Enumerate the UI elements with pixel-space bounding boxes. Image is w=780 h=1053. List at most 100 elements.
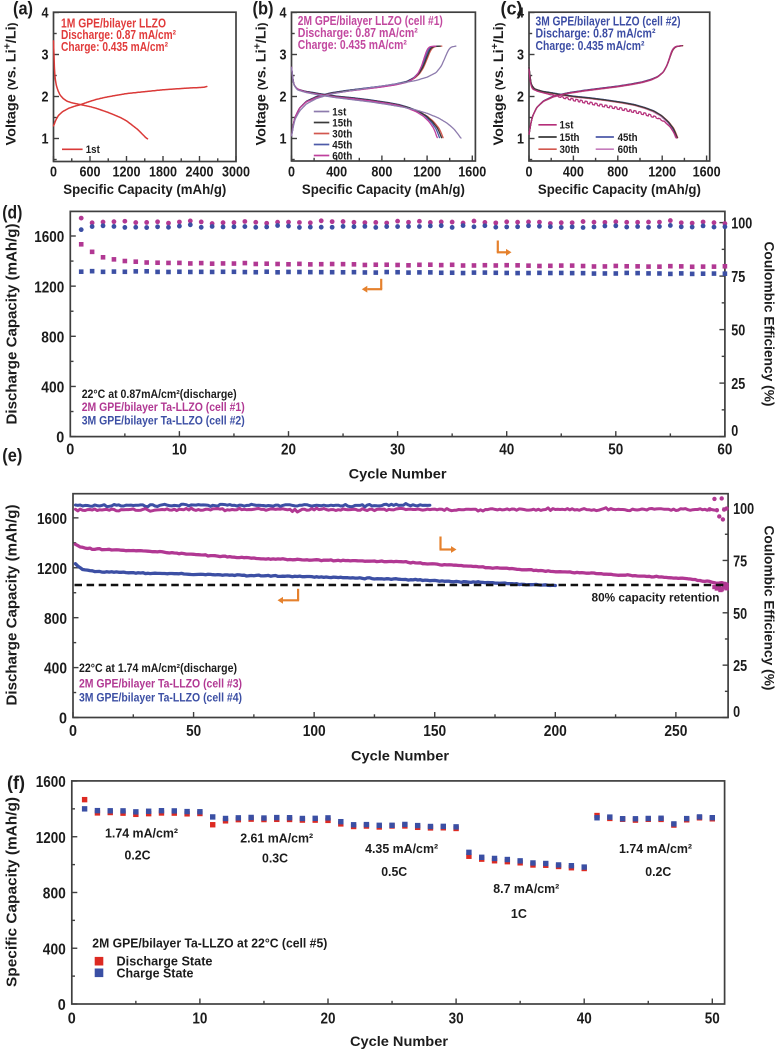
- svg-text:4: 4: [517, 6, 524, 22]
- svg-text:3: 3: [42, 48, 49, 64]
- svg-text:Discharge Capacity (mAh/g): Discharge Capacity (mAh/g): [5, 504, 21, 705]
- svg-text:22°C at 0.87mA/cm²(discharge): 22°C at 0.87mA/cm²(discharge): [82, 389, 237, 401]
- svg-text:30th: 30th: [332, 128, 352, 140]
- svg-text:200: 200: [544, 723, 567, 740]
- svg-text:Discharge: 0.87 mA/cm²: Discharge: 0.87 mA/cm²: [298, 26, 418, 40]
- svg-text:0: 0: [731, 423, 738, 440]
- svg-text:0: 0: [69, 723, 77, 740]
- svg-text:10: 10: [192, 1011, 207, 1028]
- svg-text:Voltage (vs. Li+/Li): Voltage (vs. Li+/Li): [490, 22, 506, 145]
- svg-text:1C: 1C: [511, 907, 527, 921]
- svg-text:2: 2: [280, 90, 287, 106]
- svg-text:75: 75: [733, 554, 747, 571]
- svg-text:10: 10: [172, 442, 187, 459]
- svg-text:Voltage (vs. Li+/Li): Voltage (vs. Li+/Li): [253, 22, 269, 145]
- svg-text:400: 400: [43, 941, 66, 958]
- svg-text:1600: 1600: [37, 511, 67, 528]
- svg-text:0.2C: 0.2C: [125, 849, 151, 863]
- svg-text:Cycle Number: Cycle Number: [351, 748, 450, 764]
- svg-text:Cycle Number: Cycle Number: [350, 1033, 449, 1049]
- svg-text:0: 0: [68, 1011, 76, 1028]
- svg-text:400: 400: [44, 661, 67, 678]
- svg-text:1: 1: [42, 132, 49, 148]
- svg-text:2: 2: [517, 90, 524, 106]
- svg-text:0: 0: [526, 165, 533, 181]
- svg-text:800: 800: [43, 886, 66, 903]
- svg-text:100: 100: [731, 216, 752, 233]
- svg-text:50: 50: [186, 723, 201, 740]
- svg-text:Charge State: Charge State: [117, 966, 194, 980]
- svg-text:0: 0: [733, 704, 740, 721]
- svg-text:100: 100: [733, 501, 754, 518]
- svg-text:1200: 1200: [648, 165, 676, 181]
- svg-text:Voltage (vs. Li+/Li): Voltage (vs. Li+/Li): [3, 22, 19, 145]
- svg-text:100: 100: [303, 723, 326, 740]
- svg-text:Discharge: 0.87 mA/cm²: Discharge: 0.87 mA/cm²: [536, 27, 656, 41]
- svg-text:50: 50: [731, 323, 745, 340]
- svg-text:1st: 1st: [560, 120, 574, 132]
- svg-text:4: 4: [42, 6, 49, 22]
- svg-text:75: 75: [731, 269, 745, 286]
- svg-text:0: 0: [56, 430, 64, 447]
- svg-text:1200: 1200: [113, 165, 141, 181]
- svg-text:50: 50: [705, 1011, 720, 1028]
- svg-text:(c): (c): [501, 0, 523, 19]
- svg-text:800: 800: [607, 165, 628, 181]
- svg-text:Specific Capacity (mAh/g): Specific Capacity (mAh/g): [63, 181, 226, 197]
- svg-text:45th: 45th: [618, 132, 638, 144]
- svg-text:1st: 1st: [86, 144, 100, 156]
- svg-text:1.74 mA/cm²: 1.74 mA/cm²: [619, 842, 692, 856]
- svg-text:0: 0: [50, 165, 57, 181]
- svg-text:25: 25: [731, 376, 745, 393]
- svg-text:3M GPE/bilayer Ta-LLZO (cell #: 3M GPE/bilayer Ta-LLZO (cell #4): [79, 693, 242, 705]
- svg-text:(d): (d): [2, 203, 22, 223]
- svg-text:2M GPE/bilayer Ta-LLZO (cell #: 2M GPE/bilayer Ta-LLZO (cell #1): [82, 402, 245, 414]
- svg-text:0: 0: [288, 165, 295, 181]
- svg-text:800: 800: [41, 329, 64, 346]
- svg-text:1: 1: [517, 132, 524, 148]
- svg-text:0: 0: [59, 711, 67, 728]
- svg-text:20: 20: [321, 1011, 336, 1028]
- svg-text:400: 400: [563, 165, 584, 181]
- svg-text:25: 25: [733, 658, 747, 675]
- svg-text:2M GPE/bilayer Ta-LLZO at 22°C: 2M GPE/bilayer Ta-LLZO at 22°C (cell #5): [92, 936, 327, 950]
- svg-text:3000: 3000: [222, 165, 250, 181]
- svg-text:40: 40: [577, 1011, 592, 1028]
- svg-text:60: 60: [717, 442, 732, 459]
- svg-text:(f): (f): [7, 773, 25, 793]
- svg-text:1.74 mA/cm²: 1.74 mA/cm²: [105, 826, 178, 840]
- svg-text:400: 400: [41, 380, 64, 397]
- svg-text:Charge: 0.435 mA/cm²: Charge: 0.435 mA/cm²: [536, 39, 645, 53]
- svg-text:Discharge: 0.87 mA/cm²: Discharge: 0.87 mA/cm²: [61, 28, 176, 42]
- svg-text:0: 0: [66, 442, 74, 459]
- svg-text:Cycle Number: Cycle Number: [349, 466, 448, 482]
- svg-text:30th: 30th: [560, 144, 580, 156]
- svg-text:1600: 1600: [693, 165, 721, 181]
- svg-text:45th: 45th: [332, 139, 352, 151]
- svg-text:2.61 mA/cm²: 2.61 mA/cm²: [240, 832, 313, 846]
- svg-text:1600: 1600: [458, 165, 486, 181]
- svg-text:600: 600: [80, 165, 101, 181]
- svg-text:250: 250: [664, 723, 687, 740]
- svg-text:22°C at 1.74 mA/cm²(discharge): 22°C at 1.74 mA/cm²(discharge): [79, 663, 237, 675]
- svg-text:Charge: 0.435 mA/cm²: Charge: 0.435 mA/cm²: [298, 38, 407, 52]
- svg-text:800: 800: [371, 165, 392, 181]
- svg-text:0.5C: 0.5C: [381, 865, 407, 879]
- svg-text:1200: 1200: [37, 561, 67, 578]
- svg-text:4.35 mA/cm²: 4.35 mA/cm²: [365, 842, 438, 856]
- svg-text:Discharge State: Discharge State: [117, 955, 213, 969]
- svg-text:0.3C: 0.3C: [262, 852, 288, 866]
- svg-text:50: 50: [608, 442, 623, 459]
- svg-text:800: 800: [44, 611, 67, 628]
- svg-text:15th: 15th: [332, 117, 352, 129]
- svg-text:0: 0: [58, 997, 66, 1014]
- svg-text:Specific Capacity (mAh/g): Specific Capacity (mAh/g): [5, 797, 21, 987]
- svg-text:1600: 1600: [36, 774, 66, 791]
- svg-text:30: 30: [390, 442, 405, 459]
- svg-text:15th: 15th: [560, 132, 580, 144]
- svg-text:1M GPE/bilayer LLZO: 1M GPE/bilayer LLZO: [61, 16, 166, 30]
- svg-text:1: 1: [280, 132, 287, 148]
- svg-text:Coulombic Efficiency (%): Coulombic Efficiency (%): [761, 526, 777, 691]
- svg-text:0.2C: 0.2C: [645, 865, 671, 879]
- svg-text:Specific Capacity (mAh/g): Specific Capacity (mAh/g): [302, 181, 465, 197]
